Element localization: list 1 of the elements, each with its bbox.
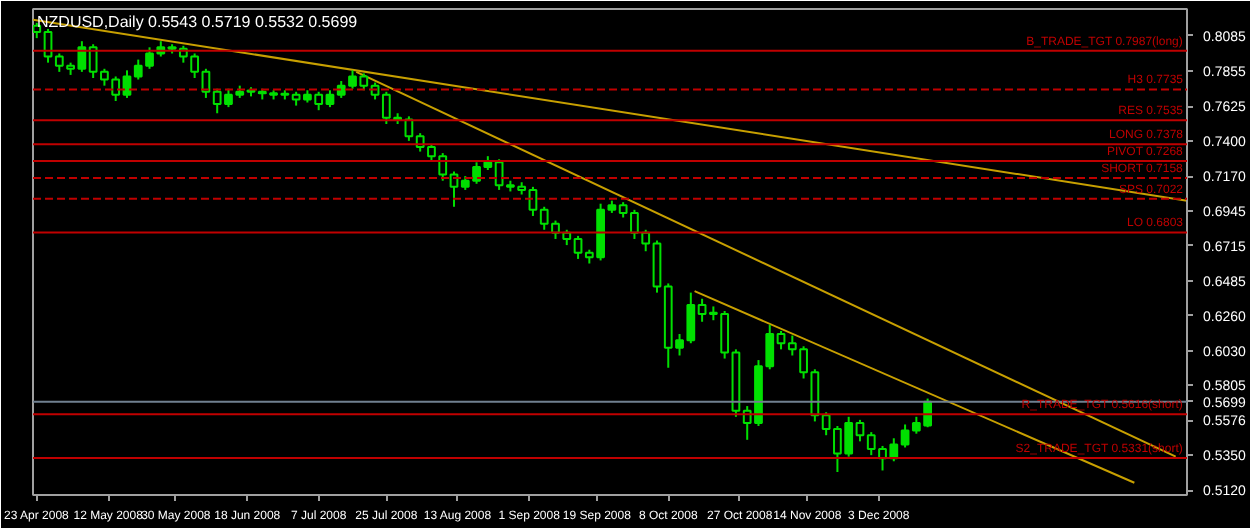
chart-title: NZDUSD,Daily 0.5543 0.5719 0.5532 0.5699 (37, 13, 359, 31)
